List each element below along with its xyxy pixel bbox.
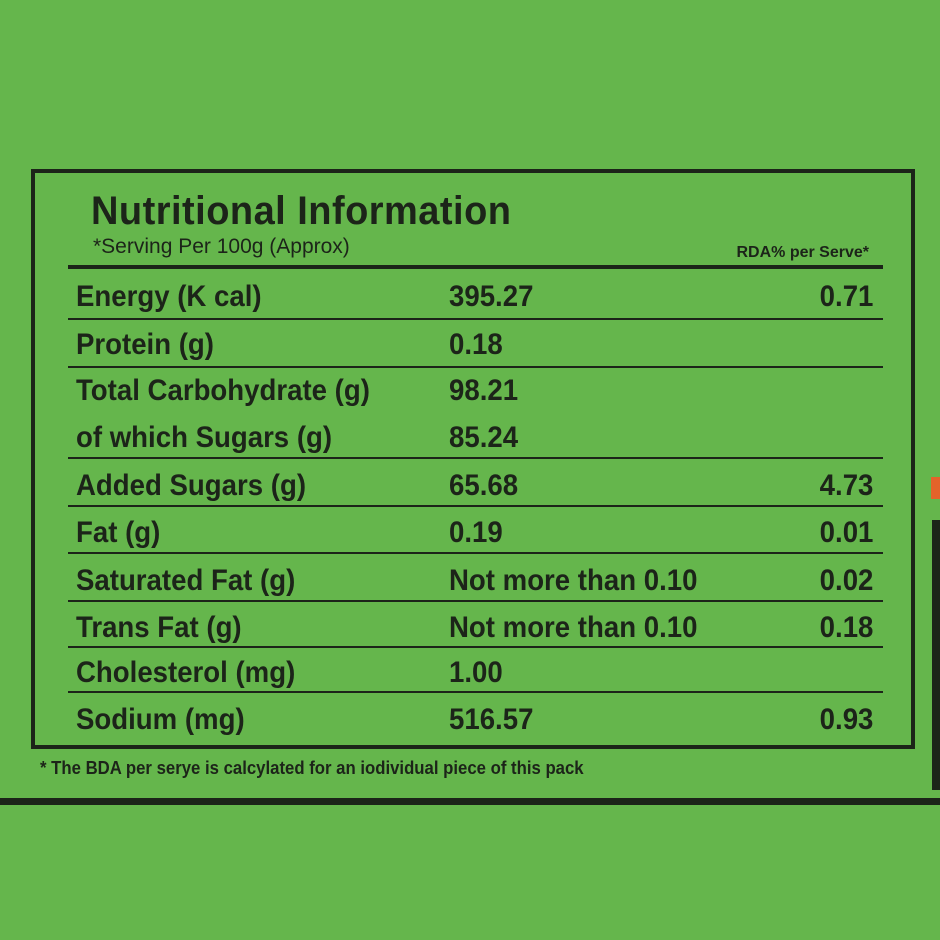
nutrient-name: Fat (g) xyxy=(76,516,161,549)
row-divider xyxy=(68,552,883,554)
nutrient-value: 0.18 xyxy=(449,328,503,361)
row-divider xyxy=(68,646,883,648)
nutrient-name: Added Sugars (g) xyxy=(76,469,307,502)
nutrient-row: Cholesterol (mg) 1.00 xyxy=(68,650,883,696)
nutrient-value: 65.68 xyxy=(449,469,519,502)
header-rule xyxy=(68,265,883,269)
nutrient-row: Saturated Fat (g) Not more than 0.10 0.0… xyxy=(68,558,883,604)
nutrient-name: Cholesterol (mg) xyxy=(76,656,296,689)
row-divider xyxy=(68,457,883,459)
nutrient-value: 85.24 xyxy=(449,421,519,454)
nutrient-rda: 0.71 xyxy=(819,280,873,313)
nutrient-name: Saturated Fat (g) xyxy=(76,564,296,597)
row-divider xyxy=(68,505,883,507)
nutrient-name: Sodium (mg) xyxy=(76,703,245,736)
bottom-divider xyxy=(0,798,940,805)
row-divider xyxy=(68,691,883,693)
nutrient-name: Trans Fat (g) xyxy=(76,611,242,644)
nutrient-name: Protein (g) xyxy=(76,328,214,361)
nutrient-row: of which Sugars (g) 85.24 xyxy=(68,415,883,461)
rda-column-header: RDA% per Serve* xyxy=(736,244,870,261)
row-divider xyxy=(68,366,883,368)
nutrient-name: Energy (K cal) xyxy=(76,280,262,313)
row-divider xyxy=(68,600,883,602)
serving-note: *Serving Per 100g (Approx) xyxy=(93,235,350,258)
nutrition-panel: Nutritional Information *Serving Per 100… xyxy=(31,169,915,749)
nutrient-value: 0.19 xyxy=(449,516,503,549)
nutrient-value: 516.57 xyxy=(449,703,534,736)
nutrient-value: 1.00 xyxy=(449,656,503,689)
edge-divider xyxy=(932,520,940,790)
nutrient-row: Sodium (mg) 516.57 0.93 xyxy=(68,697,883,743)
nutrient-value: 395.27 xyxy=(449,280,534,313)
edge-accent-mark xyxy=(931,477,940,499)
nutrient-value: 98.21 xyxy=(449,374,519,407)
nutrient-name: Total Carbohydrate (g) xyxy=(76,374,370,407)
nutrient-value: Not more than 0.10 xyxy=(449,611,698,644)
nutrient-row: Trans Fat (g) Not more than 0.10 0.18 xyxy=(68,605,883,651)
nutrient-rda: 0.01 xyxy=(819,516,873,549)
rda-footnote: * The BDA per serye is calcylated for an… xyxy=(40,758,584,778)
nutrient-row: Total Carbohydrate (g) 98.21 xyxy=(68,368,883,414)
nutrient-row: Added Sugars (g) 65.68 4.73 xyxy=(68,463,883,509)
nutrient-row: Protein (g) 0.18 xyxy=(68,322,883,368)
row-divider xyxy=(68,318,883,320)
nutrient-name: of which Sugars (g) xyxy=(76,421,333,454)
panel-title: Nutritional Information xyxy=(91,189,512,233)
nutrient-rda: 0.02 xyxy=(819,564,873,597)
nutrient-value: Not more than 0.10 xyxy=(449,564,698,597)
nutrient-rda: 0.18 xyxy=(819,611,873,644)
nutrient-row: Energy (K cal) 395.27 0.71 xyxy=(68,274,883,320)
nutrient-rda: 0.93 xyxy=(819,703,873,736)
nutrient-rda: 4.73 xyxy=(819,469,873,502)
nutrient-row: Fat (g) 0.19 0.01 xyxy=(68,510,883,556)
